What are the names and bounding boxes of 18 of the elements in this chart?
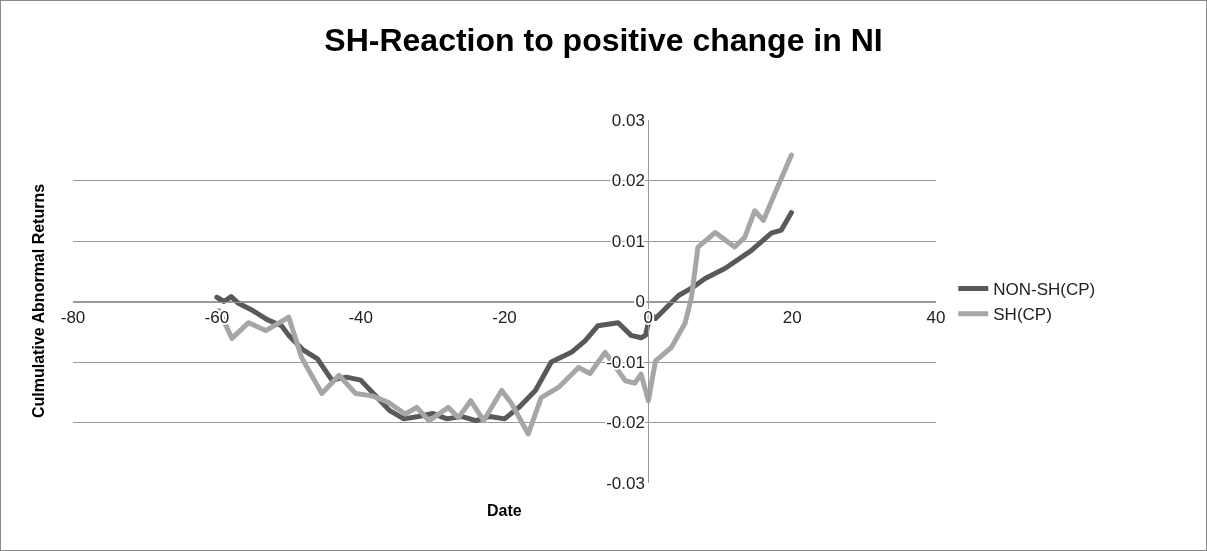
y-tick-label: 0.03 [611, 110, 645, 130]
y-tick-label: 0.02 [611, 171, 645, 191]
chart-title: SH-Reaction to positive change in NI [324, 21, 883, 58]
y-tick-label: 0 [635, 292, 645, 312]
legend-label: SH(CP) [993, 305, 1052, 325]
y-tick-label: -0.02 [606, 413, 645, 433]
x-tick-label: 20 [782, 307, 802, 327]
y-tick-label: -0.03 [606, 473, 645, 493]
x-tick-label: -40 [348, 307, 373, 327]
y-tick-label: 0.01 [611, 231, 645, 251]
x-tick-label: -20 [492, 307, 517, 327]
x-axis-title: Date [487, 502, 522, 519]
x-tick-label: -80 [60, 307, 86, 327]
y-axis-title: Culmulative Abnormal Returns [30, 183, 47, 418]
x-tick-label: -60 [204, 307, 230, 327]
legend-label: NON-SH(CP) [993, 280, 1096, 300]
x-tick-label: 40 [926, 307, 946, 327]
y-tick-label: -0.01 [606, 352, 645, 372]
